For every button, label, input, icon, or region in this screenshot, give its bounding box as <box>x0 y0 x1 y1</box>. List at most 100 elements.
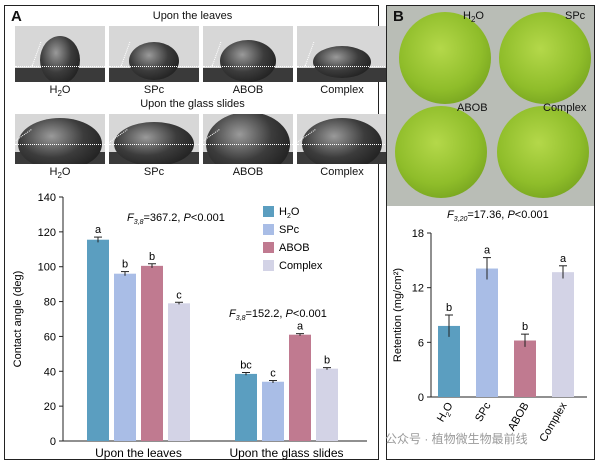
leaf-disc-complex <box>497 106 589 198</box>
panel-b-label: B <box>393 8 404 25</box>
bar-h2o-0 <box>87 239 109 441</box>
baseline <box>203 66 293 67</box>
leaf-photo-complex <box>297 26 387 82</box>
y-tick-label: 0 <box>418 392 424 404</box>
significance-letter: a <box>297 321 304 333</box>
leaf-disc-abob <box>395 106 487 198</box>
glass-photo-spc <box>109 114 199 164</box>
bar-complex-0 <box>168 303 190 441</box>
glass-caption-h2o: H2O <box>49 166 71 181</box>
significance-letter: c <box>270 368 276 380</box>
bar-h2o <box>438 325 460 397</box>
leaf-caption-complex: Complex <box>320 84 364 96</box>
y-tick-label: 80 <box>44 297 56 309</box>
droplet <box>313 46 371 78</box>
significance-letter: a <box>484 245 491 257</box>
y-tick-label: 20 <box>44 401 56 413</box>
baseline <box>297 66 387 67</box>
droplet <box>114 122 194 164</box>
bar-spc-0 <box>114 273 136 441</box>
stat-annotation-glass: F3,8=152.2, P<0.001 <box>229 308 327 322</box>
stat-annotation-retention: F3,20=17.36, P<0.001 <box>447 209 549 223</box>
leaf-photo-spc <box>109 26 199 82</box>
legend-swatch-h2o <box>263 206 274 217</box>
leaf-caption-spc: SPc <box>143 84 165 96</box>
legend-swatch-complex <box>263 260 274 271</box>
significance-letter: b <box>446 302 452 314</box>
legend-label-complex: Complex <box>279 260 323 272</box>
leaf-disc-spc <box>499 12 591 104</box>
droplet <box>129 42 179 81</box>
leaf-caption-h2o: H2O <box>49 84 71 99</box>
leaf-disc-label-spc: SPc <box>565 10 586 22</box>
significance-letter: b <box>149 251 155 263</box>
baseline <box>15 66 105 67</box>
bar-abob <box>514 340 536 397</box>
significance-letter: b <box>324 355 330 367</box>
y-axis-label: Contact angle (deg) <box>12 271 24 368</box>
y-tick-label: 120 <box>38 227 56 239</box>
baseline <box>297 144 387 145</box>
leaf-disc-photo: H2O SPc ABOB Complex <box>387 6 594 206</box>
x-tick-label-spc: SPc <box>473 400 494 424</box>
panel-b: H2O SPc ABOB Complex B 0 6 12 18 Retention (mg/… <box>386 5 595 460</box>
droplet <box>220 40 276 82</box>
bar-spc-1 <box>262 381 284 441</box>
leaf-disc-label-h2o: H2O <box>463 10 484 25</box>
baseline <box>109 144 199 145</box>
baseline <box>15 144 105 145</box>
bar-abob-1 <box>289 334 311 441</box>
y-tick-label: 140 <box>38 192 56 204</box>
x-tick-label-complex: Complex <box>538 400 570 444</box>
panel-a: A Upon the leaves H2O SPc ABOB Complex Upon… <box>4 5 387 460</box>
droplet <box>18 118 102 164</box>
significance-letter: b <box>122 259 128 271</box>
leaf-photo-abob <box>203 26 293 82</box>
x-tick-label-h2o: H2O <box>435 400 458 425</box>
legend-label-abob: ABOB <box>279 242 310 254</box>
significance-letter: c <box>176 289 182 301</box>
droplet <box>40 36 80 82</box>
glass-photo-h2o <box>15 114 105 164</box>
glass-caption-complex: Complex <box>320 166 364 178</box>
baseline <box>203 144 293 145</box>
group-label: Upon the leaves <box>95 446 182 460</box>
baseline <box>109 66 199 67</box>
glass-caption-abob: ABOB <box>232 166 264 178</box>
glass-photo-complex <box>297 114 387 164</box>
glass-title: Upon the glass slides <box>140 98 245 110</box>
leaf-droplet-captions: H2O SPc ABOB Complex <box>15 84 387 98</box>
significance-letter: bc <box>240 360 252 372</box>
watermark: 公众号 · 植物微生物最前线 <box>385 432 528 446</box>
significance-letter: b <box>522 321 528 333</box>
significance-letter: a <box>95 224 102 236</box>
y-tick-label: 18 <box>412 228 424 240</box>
leaf-disc-label-complex: Complex <box>543 102 587 114</box>
y-tick-label: 0 <box>50 436 56 448</box>
y-tick-label: 6 <box>418 337 424 349</box>
bar-complex-1 <box>316 368 338 441</box>
legend-label-spc: SPc <box>279 224 300 236</box>
leaf-disc-h2o <box>399 12 491 104</box>
leaf-disc-label-abob: ABOB <box>457 102 488 114</box>
bar-abob-0 <box>141 265 163 441</box>
glass-caption-spc: SPc <box>143 166 165 178</box>
contact-angle-chart: 0 20 40 60 80 100 120 140 Contact angle (deg) a b b… <box>12 192 367 460</box>
stat-annotation-leaves: F3,8=367.2, P<0.001 <box>127 212 225 226</box>
retention-chart: 0 6 12 18 Retention (mg/cm²) b H2O a SPc b ABOB a Co… <box>392 209 587 444</box>
y-tick-label: 100 <box>38 262 56 274</box>
legend-label-h2o: H2O <box>279 206 300 220</box>
y-tick-label: 12 <box>412 283 424 295</box>
leaves-title: Upon the leaves <box>152 10 233 22</box>
bar-complex <box>552 272 574 397</box>
panel-a-label: A <box>11 8 22 25</box>
glass-photo-abob <box>203 114 293 164</box>
leaf-caption-abob: ABOB <box>232 84 264 96</box>
legend-swatch-abob <box>263 242 274 253</box>
bar-spc <box>476 268 498 397</box>
y-axis-label: Retention (mg/cm²) <box>392 268 404 362</box>
droplet <box>302 118 382 164</box>
droplet <box>206 114 290 164</box>
legend-swatch-spc <box>263 224 274 235</box>
leaf-droplet-photos <box>15 26 387 82</box>
